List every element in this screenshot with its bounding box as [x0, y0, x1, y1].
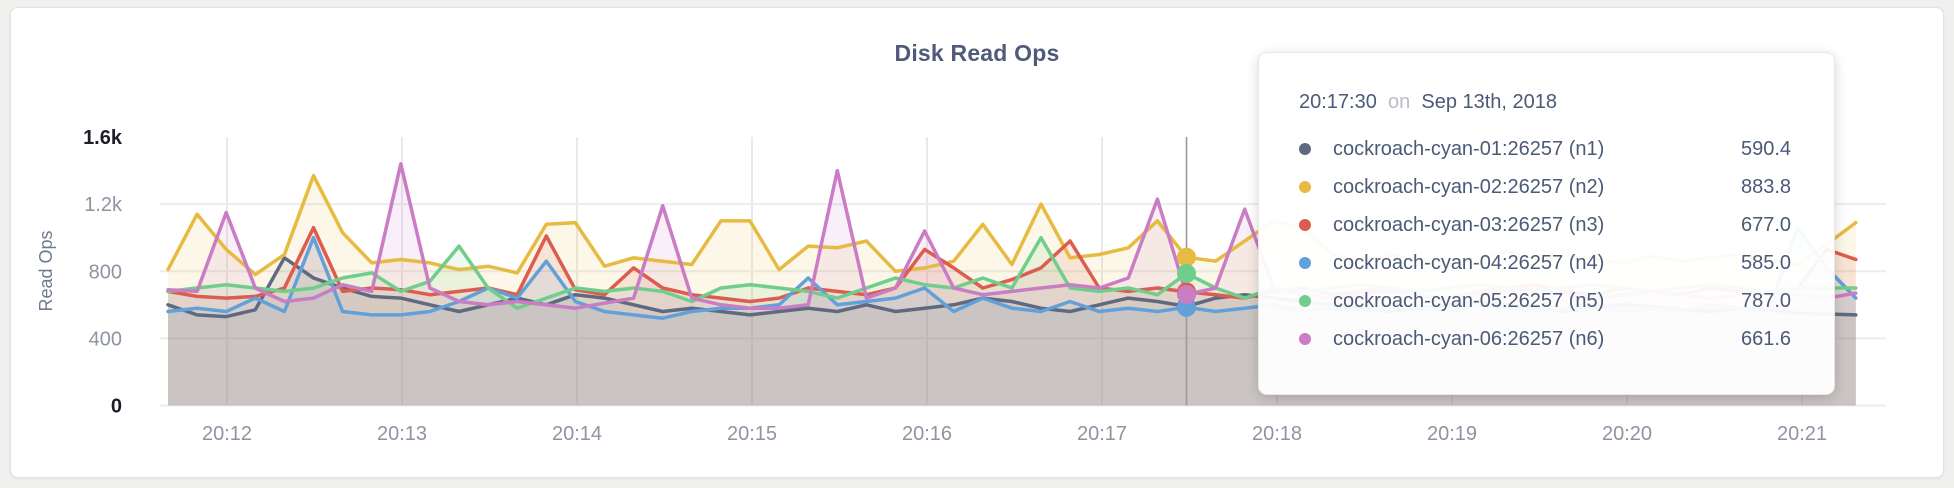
tooltip-row: cockroach-cyan-05:26257 (n5) 787.0 [1299, 282, 1794, 320]
x-axis-tick-label: 20:15 [727, 423, 777, 445]
tooltip-conjunction-word: on [1387, 91, 1411, 113]
tooltip-row: cockroach-cyan-06:26257 (n6) 661.6 [1299, 320, 1794, 358]
tooltip-row-label: cockroach-cyan-06:26257 (n6) [1333, 327, 1605, 350]
hover-dot-n6 [1177, 284, 1196, 304]
y-axis-tick-label: 400 [89, 328, 122, 350]
tooltip-row-value: 787.0 [1741, 289, 1792, 312]
y-axis-tick-label: 1.2k [84, 194, 123, 216]
y-axis-title: Read Ops [36, 230, 56, 311]
tooltip-time: 20:17:30 [1299, 91, 1377, 113]
tooltip-row-value: 661.6 [1741, 327, 1792, 350]
x-axis-tick-label: 20:14 [552, 423, 602, 445]
tooltip-row-value: 677.0 [1741, 213, 1792, 236]
x-axis-tick-label: 20:20 [1602, 423, 1652, 445]
y-axis-tick-label: 800 [89, 261, 122, 283]
tooltip-row-label: cockroach-cyan-05:26257 (n5) [1333, 289, 1605, 312]
tooltip-row-value: 883.8 [1741, 175, 1792, 198]
series-color-dot [1299, 143, 1311, 155]
chart-title: Disk Read Ops [894, 40, 1060, 66]
chart-tooltip: 20:17:30 on Sep 13th, 2018 cockroach-cya… [1258, 52, 1835, 395]
series-color-dot [1299, 257, 1311, 269]
series-color-dot [1299, 295, 1311, 307]
y-axis-tick-label: 1.6k [83, 127, 123, 149]
tooltip-row: cockroach-cyan-04:26257 (n4) 585.0 [1299, 244, 1794, 282]
y-axis-tick-label: 0 [111, 396, 122, 418]
x-axis-tick-label: 20:21 [1777, 423, 1827, 445]
tooltip-row-label: cockroach-cyan-02:26257 (n2) [1333, 175, 1605, 198]
axis-labels: 0 400 800 1.2k 1.6k 20:12 20:13 20:14 20:15 20:16… [36, 127, 1827, 445]
series-color-dot [1299, 181, 1311, 193]
x-axis-tick-label: 20:12 [202, 423, 252, 445]
hover-dots [1177, 247, 1196, 317]
x-axis-tick-label: 20:13 [377, 423, 427, 445]
tooltip-date: Sep 13th, 2018 [1421, 91, 1558, 113]
tooltip-row-label: cockroach-cyan-03:26257 (n3) [1333, 213, 1605, 236]
tooltip-rows: cockroach-cyan-01:26257 (n1) 590.4 cockroa… [1299, 130, 1794, 358]
tooltip-row-label: cockroach-cyan-01:26257 (n1) [1333, 137, 1605, 160]
hover-dot-n5 [1177, 263, 1196, 283]
x-axis-tick-label: 20:16 [902, 423, 952, 445]
tooltip-header: 20:17:30 on Sep 13th, 2018 [1299, 91, 1794, 114]
series-color-dot [1299, 333, 1311, 345]
x-axis-tick-label: 20:18 [1252, 423, 1302, 445]
tooltip-row-value: 590.4 [1741, 137, 1792, 160]
x-axis-tick-label: 20:17 [1077, 423, 1127, 445]
hover-dot-n2 [1177, 247, 1196, 267]
tooltip-space [1410, 91, 1416, 113]
tooltip-row-label: cockroach-cyan-04:26257 (n4) [1333, 251, 1605, 274]
x-axis-tick-label: 20:19 [1427, 423, 1477, 445]
series-color-dot [1299, 219, 1311, 231]
tooltip-row: cockroach-cyan-01:26257 (n1) 590.4 [1299, 130, 1794, 168]
tooltip-row: cockroach-cyan-02:26257 (n2) 883.8 [1299, 168, 1794, 206]
tooltip-row-value: 585.0 [1741, 251, 1792, 274]
tooltip-row: cockroach-cyan-03:26257 (n3) 677.0 [1299, 206, 1794, 244]
